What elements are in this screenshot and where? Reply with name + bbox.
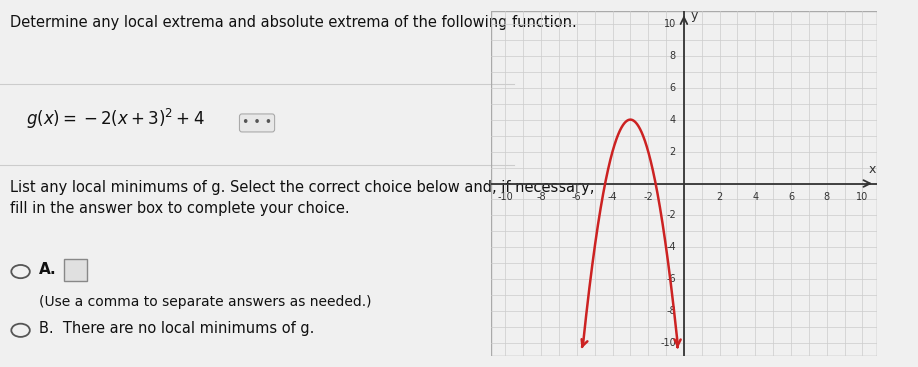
Text: 10: 10 bbox=[664, 19, 676, 29]
Text: (Use a comma to separate answers as needed.): (Use a comma to separate answers as need… bbox=[39, 295, 371, 309]
Text: B.  There are no local minimums of g.: B. There are no local minimums of g. bbox=[39, 321, 314, 336]
Text: -2: -2 bbox=[666, 210, 676, 221]
Text: $g(x) = -2(x+3)^2 + 4$: $g(x) = -2(x+3)^2 + 4$ bbox=[26, 106, 205, 131]
Text: -4: -4 bbox=[608, 192, 617, 202]
Text: 8: 8 bbox=[823, 192, 830, 202]
Text: -10: -10 bbox=[660, 338, 676, 348]
Text: -6: -6 bbox=[572, 192, 582, 202]
Text: 8: 8 bbox=[670, 51, 676, 61]
Text: -10: -10 bbox=[498, 192, 513, 202]
Text: • • •: • • • bbox=[242, 116, 272, 130]
Text: -8: -8 bbox=[666, 306, 676, 316]
Text: A.: A. bbox=[39, 262, 56, 277]
Text: 6: 6 bbox=[788, 192, 794, 202]
Text: y: y bbox=[690, 8, 698, 22]
Text: 10: 10 bbox=[856, 192, 868, 202]
Text: 2: 2 bbox=[669, 146, 676, 157]
FancyBboxPatch shape bbox=[64, 259, 87, 281]
Text: -6: -6 bbox=[666, 274, 676, 284]
Text: 6: 6 bbox=[670, 83, 676, 93]
Text: 4: 4 bbox=[670, 115, 676, 125]
Text: -8: -8 bbox=[536, 192, 546, 202]
Text: 2: 2 bbox=[716, 192, 722, 202]
Text: x: x bbox=[868, 163, 876, 176]
Text: Determine any local extrema and absolute extrema of the following function.: Determine any local extrema and absolute… bbox=[10, 15, 577, 30]
Text: -4: -4 bbox=[666, 242, 676, 252]
Text: 4: 4 bbox=[752, 192, 758, 202]
Text: List any local minimums of g. Select the correct choice below and, if necessary,: List any local minimums of g. Select the… bbox=[10, 180, 595, 216]
Text: -2: -2 bbox=[644, 192, 653, 202]
